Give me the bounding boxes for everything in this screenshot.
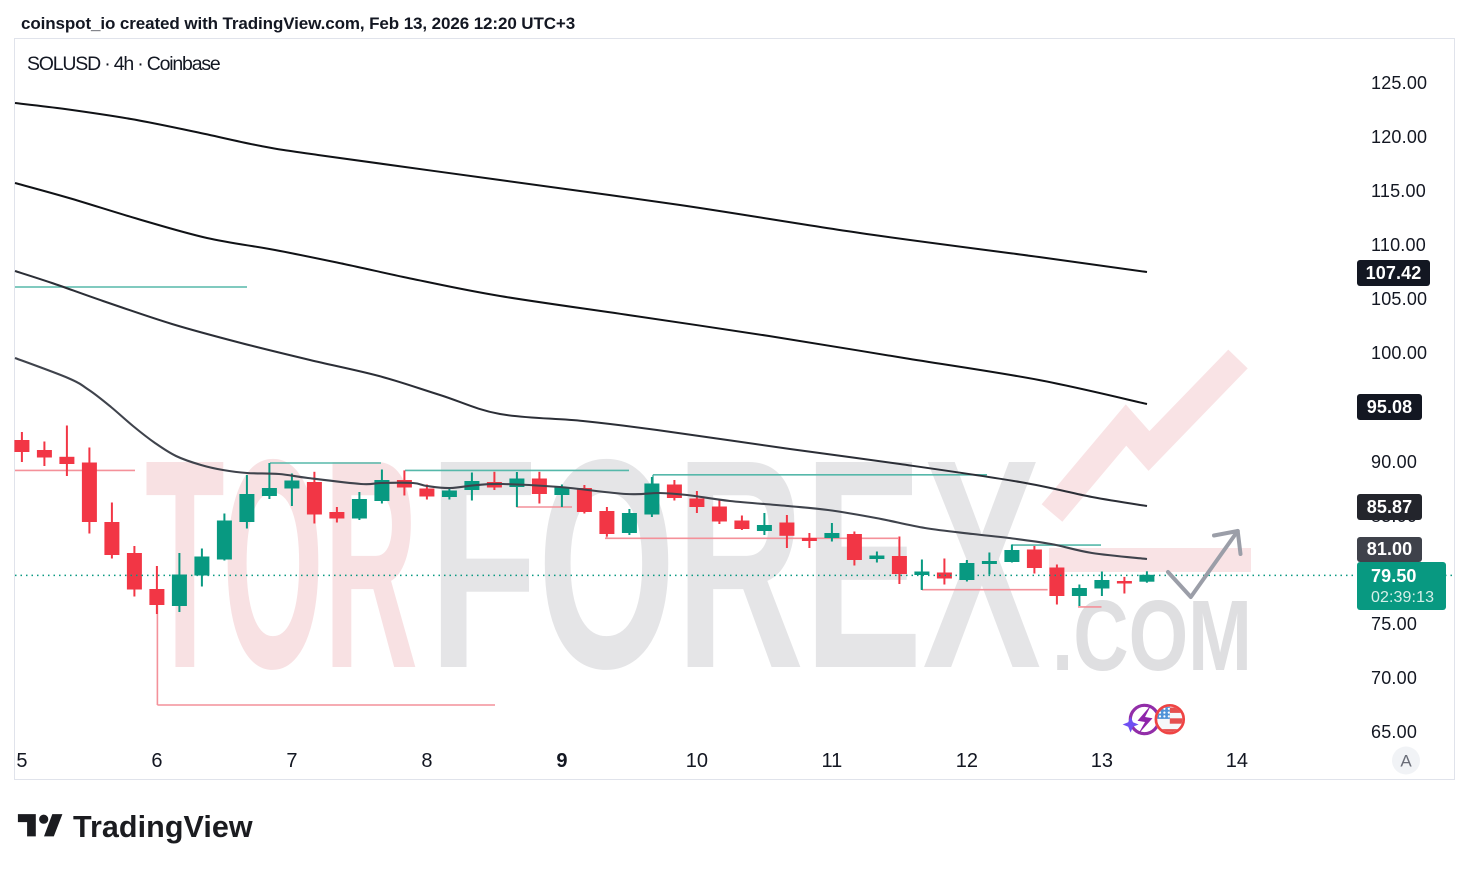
svg-text:A: A: [1400, 752, 1412, 771]
svg-text:.COM: .COM: [1052, 580, 1252, 692]
svg-text:FOREX: FOREX: [429, 398, 1042, 731]
svg-text:TOR: TOR: [145, 398, 418, 731]
